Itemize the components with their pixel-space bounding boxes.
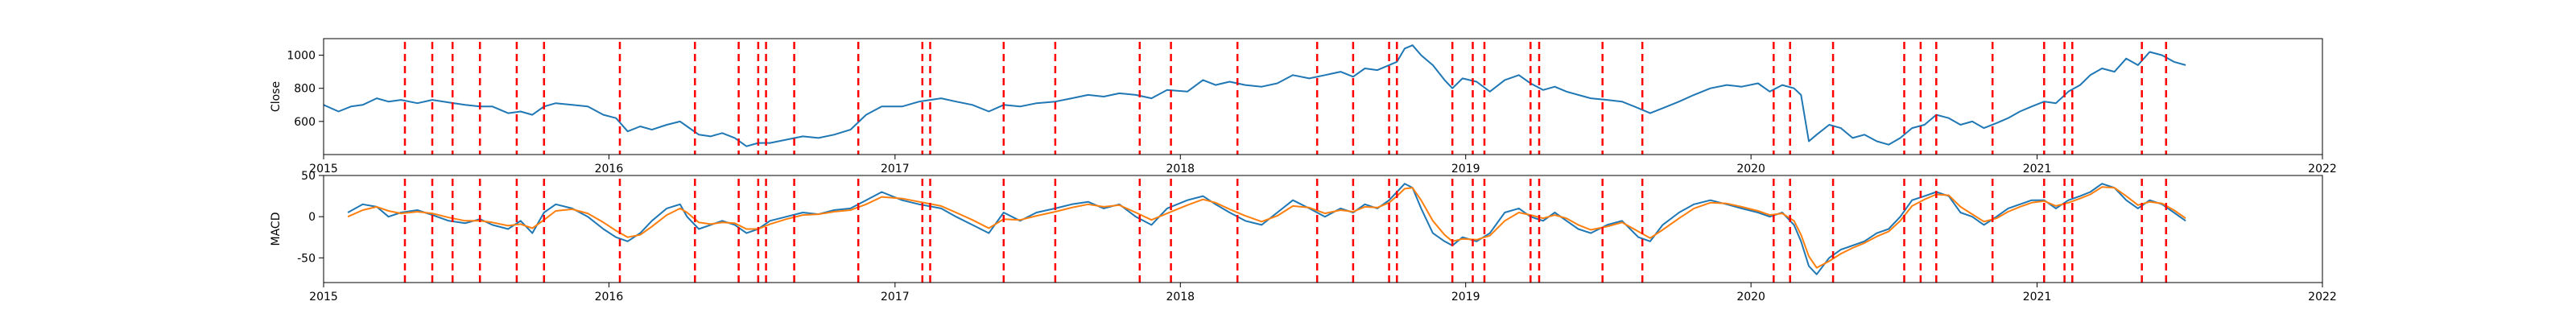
macd-y-tick-label-2: 50: [301, 170, 316, 183]
macd-x-tick-label-4: 2019: [1451, 291, 1480, 303]
macd-series-line-1: [347, 186, 2186, 269]
close-price-x-tick-label-4: 2019: [1451, 163, 1480, 175]
close-price-x-tick-label-3: 2018: [1166, 163, 1195, 175]
macd-x-tick-label-0: 2015: [309, 291, 338, 303]
close-price-y-tick-label-0: 600: [294, 116, 316, 129]
close-price-panel: 2015 2016 2017 2018 2019 2020 2021 2022 600 800 10…: [270, 38, 2337, 175]
close-price-x-tick-label-6: 2021: [2023, 163, 2052, 175]
macd-x-tick-label-1: 2016: [595, 291, 624, 303]
close-price-series-line-0: [324, 44, 2186, 147]
close-price-y-axis-label: Close: [270, 81, 283, 112]
macd-y-axis-label: MACD: [270, 213, 283, 246]
macd-panel: 2015 2016 2017 2018 2019 2020 2021 2022 -50 0 50 M…: [270, 170, 2337, 303]
close-price-x-tick-label-2: 2017: [881, 163, 910, 175]
close-price-y-tick-label-1: 800: [294, 83, 316, 96]
macd-x-tick-label-7: 2022: [2308, 291, 2337, 303]
macd-x-tick-label-5: 2020: [1736, 291, 1765, 303]
macd-x-tick-label-3: 2018: [1166, 291, 1195, 303]
close-price-x-tick-label-5: 2020: [1736, 163, 1765, 175]
macd-x-tick-label-2: 2017: [881, 291, 910, 303]
close-price-x-tick-label-7: 2022: [2308, 163, 2337, 175]
close-price-axes-frame: [323, 38, 2323, 155]
close-price-x-tick-label-1: 2016: [595, 163, 624, 175]
close-price-x-tick-label-0: 2015: [309, 163, 338, 175]
macd-y-tick-label-0: -50: [297, 252, 316, 265]
macd-axes-frame: [323, 175, 2323, 283]
close-price-y-tick-label-2: 1000: [287, 50, 316, 63]
macd-y-tick-label-1: 0: [308, 211, 316, 224]
macd-x-tick-label-6: 2021: [2023, 291, 2052, 303]
